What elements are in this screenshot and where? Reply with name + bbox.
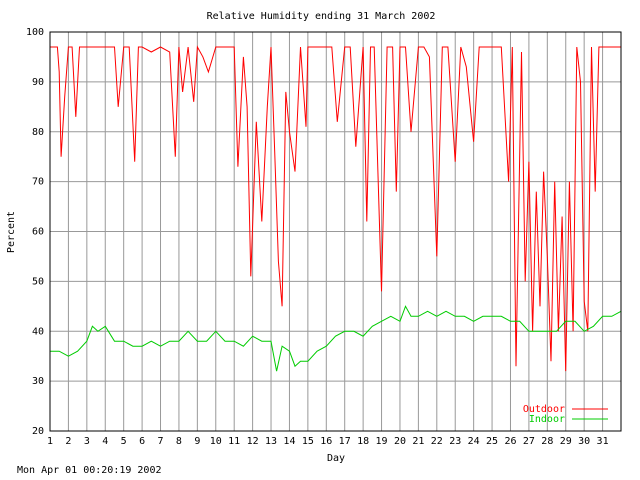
x-tick-label: 9 xyxy=(194,436,200,447)
x-tick-label: 1 xyxy=(47,436,53,447)
y-ticks: 20 30 40 50 60 70 80 90 100 xyxy=(26,27,44,437)
y-tick-label: 50 xyxy=(32,276,44,287)
y-tick-label: 80 xyxy=(32,127,44,138)
legend-label-outdoor: Outdoor xyxy=(523,404,565,415)
footer-timestamp: Mon Apr 01 00:20:19 2002 xyxy=(17,465,162,476)
x-tick-label: 12 xyxy=(247,436,259,447)
y-tick-label: 90 xyxy=(32,77,44,88)
y-tick-label: 60 xyxy=(32,227,44,238)
series-line-outdoor xyxy=(50,45,621,372)
x-tick-label: 31 xyxy=(597,436,609,447)
x-tick-label: 30 xyxy=(578,436,590,447)
x-tick-label: 6 xyxy=(139,436,145,447)
x-tick-label: 17 xyxy=(339,436,351,447)
x-tick-label: 18 xyxy=(357,436,369,447)
y-tick-label: 20 xyxy=(32,426,44,437)
x-tick-label: 23 xyxy=(449,436,461,447)
x-tick-label: 14 xyxy=(283,436,295,447)
series-line-indoor xyxy=(50,305,622,372)
y-tick-label: 100 xyxy=(26,27,44,38)
x-tick-label: 3 xyxy=(84,436,90,447)
y-axis-label: Percent xyxy=(6,211,17,253)
legend: Outdoor Indoor xyxy=(523,404,608,425)
x-tick-label: 28 xyxy=(541,436,553,447)
y-tick-label: 70 xyxy=(32,177,44,188)
y-tick-label: 40 xyxy=(32,326,44,337)
x-tick-label: 24 xyxy=(468,436,480,447)
x-tick-label: 10 xyxy=(210,436,222,447)
x-tick-label: 29 xyxy=(560,436,572,447)
series-layer xyxy=(50,45,622,372)
x-tick-label: 15 xyxy=(302,436,314,447)
x-tick-label: 2 xyxy=(65,436,71,447)
x-tick-label: 22 xyxy=(431,436,443,447)
y-tick-label: 30 xyxy=(32,376,44,387)
x-tick-label: 27 xyxy=(523,436,535,447)
x-tick-label: 19 xyxy=(376,436,388,447)
x-tick-label: 4 xyxy=(102,436,108,447)
x-tick-label: 7 xyxy=(158,436,164,447)
x-tick-label: 13 xyxy=(265,436,277,447)
x-tick-label: 21 xyxy=(412,436,424,447)
chart-title: Relative Humidity ending 31 March 2002 xyxy=(207,11,436,22)
x-tick-label: 20 xyxy=(394,436,406,447)
legend-label-indoor: Indoor xyxy=(529,414,565,425)
x-tick-label: 11 xyxy=(228,436,240,447)
x-ticks: 1 2 3 4 5 6 7 8 9 10 11 12 13 14 15 16 17 18 19 20 21 22 23 24 2… xyxy=(47,436,609,447)
x-tick-label: 8 xyxy=(176,436,182,447)
x-tick-label: 25 xyxy=(486,436,498,447)
x-axis-label: Day xyxy=(327,453,345,464)
x-tick-label: 26 xyxy=(504,436,516,447)
plot-frame xyxy=(49,31,622,432)
x-tick-label: 5 xyxy=(121,436,127,447)
x-tick-label: 16 xyxy=(320,436,332,447)
